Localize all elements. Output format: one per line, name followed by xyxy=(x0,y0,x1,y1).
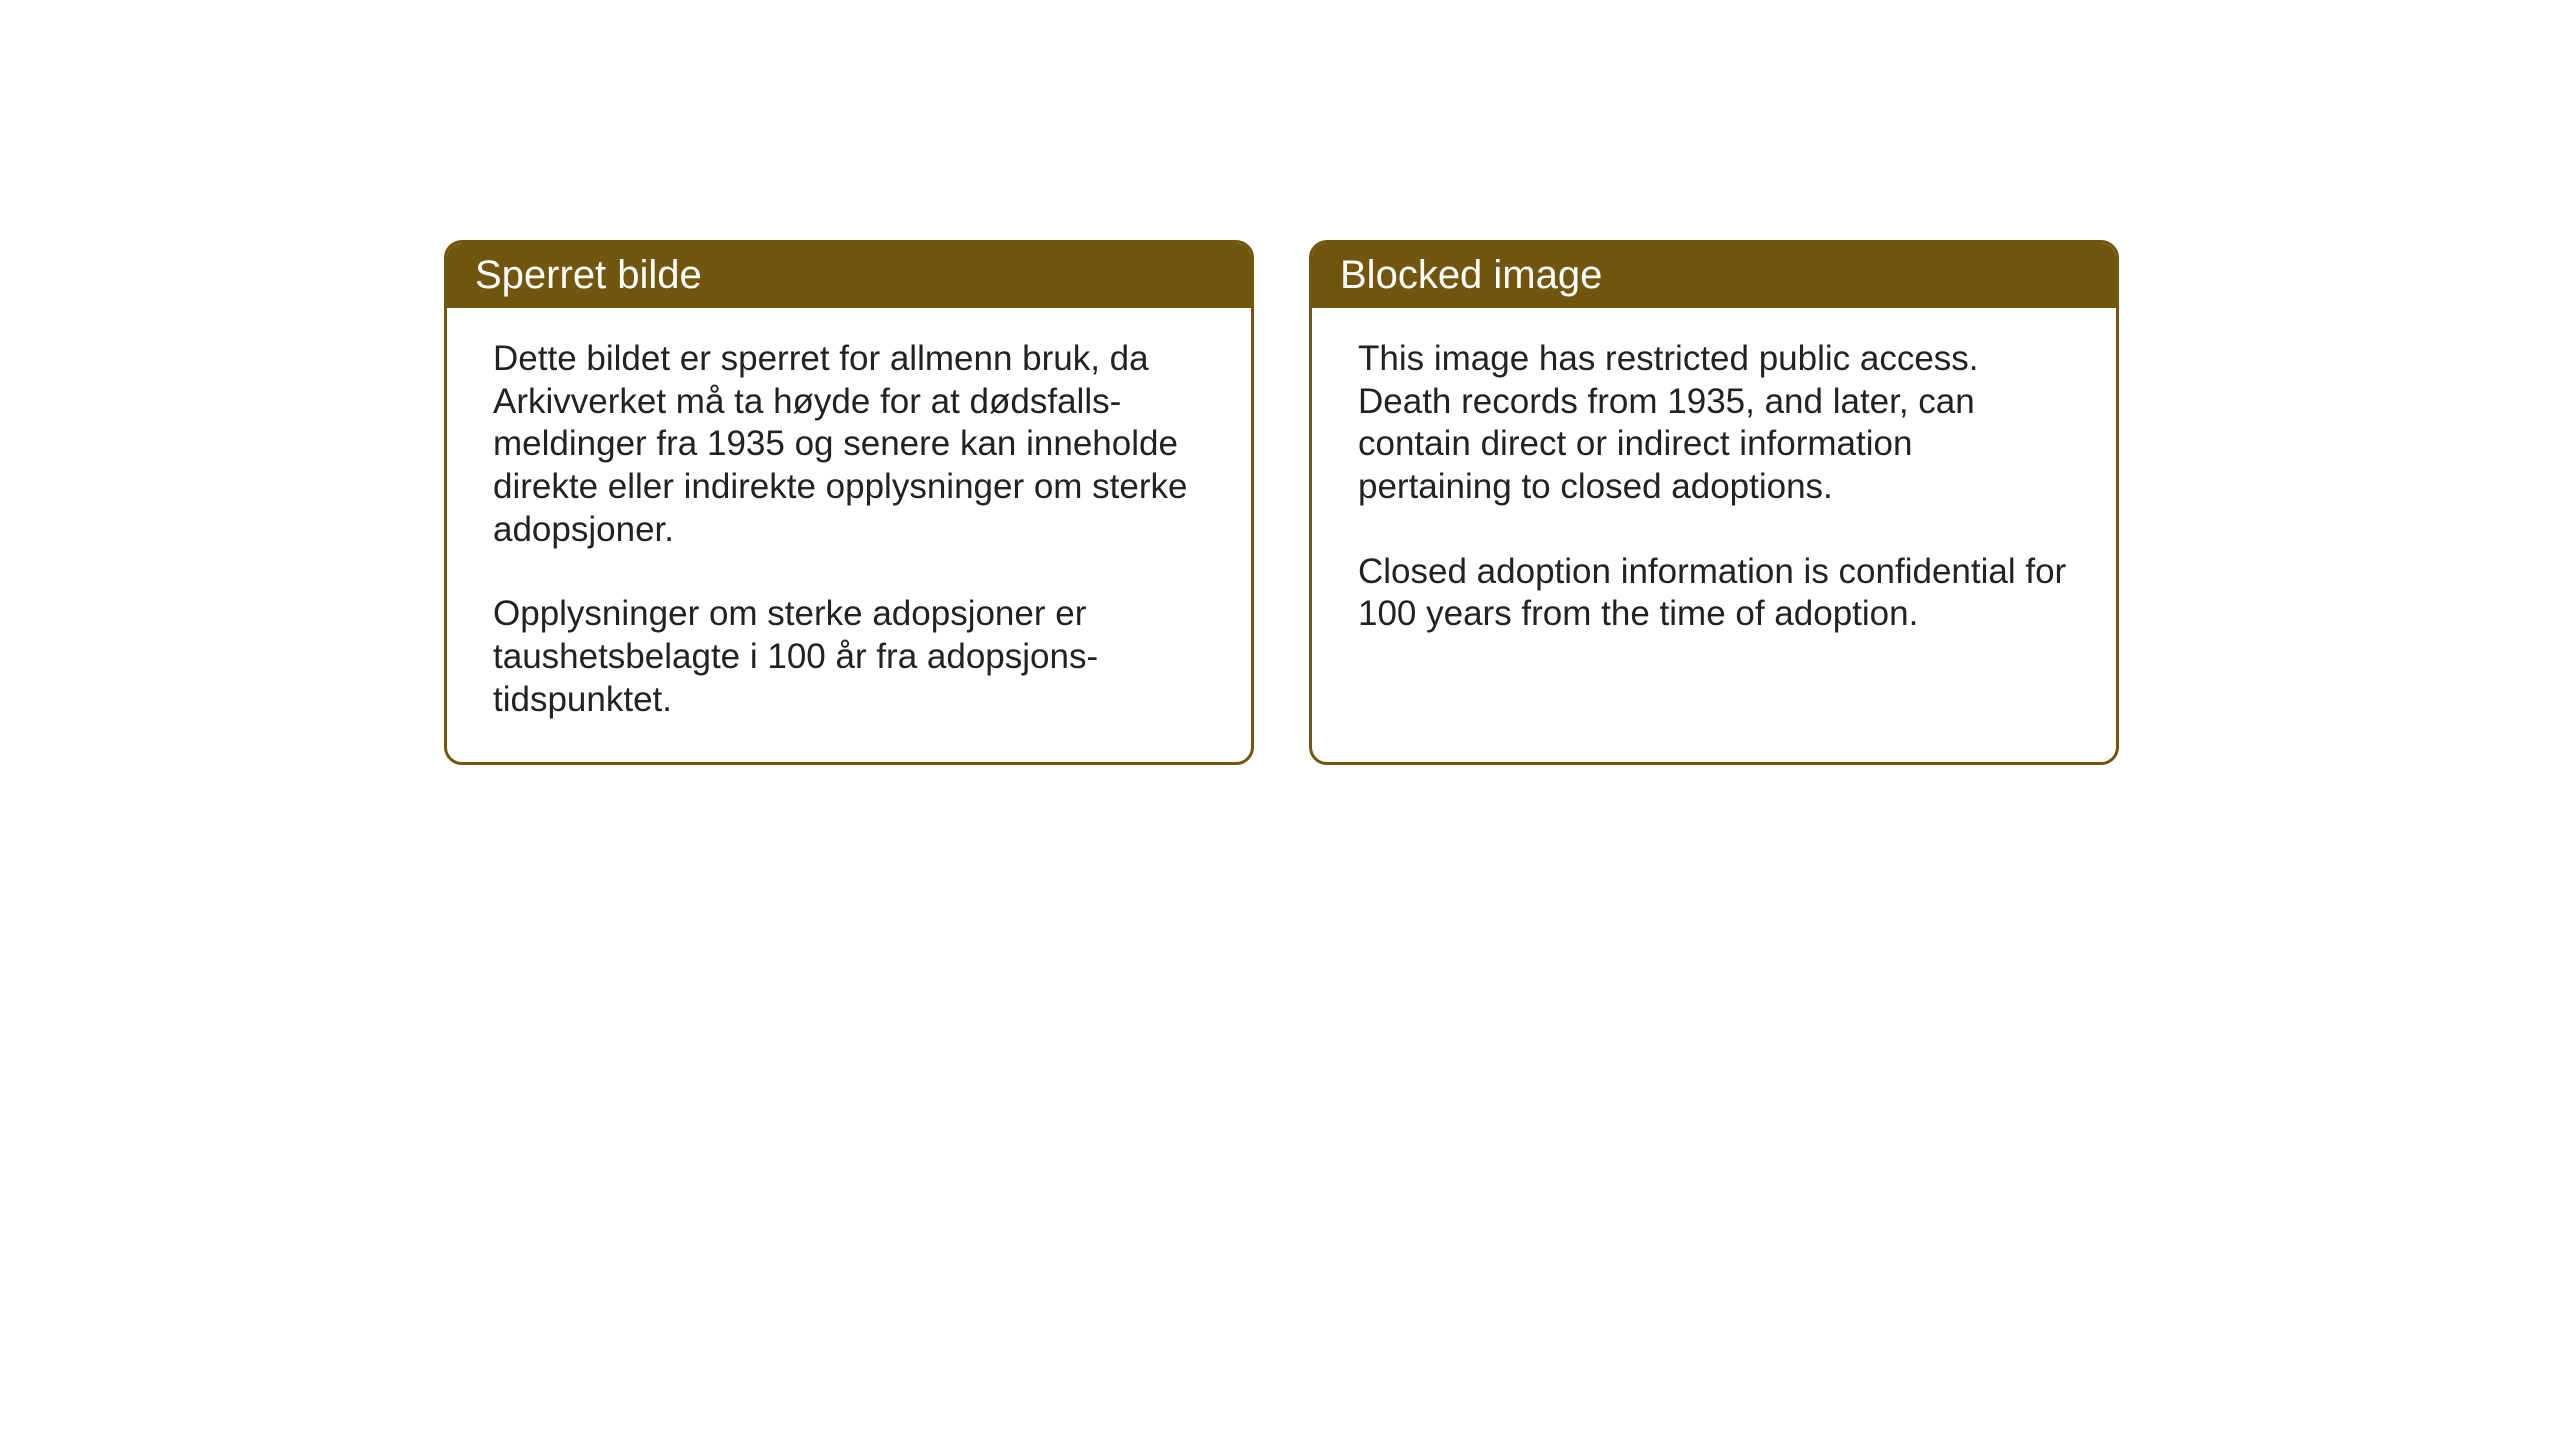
notice-container: Sperret bilde Dette bildet er sperret fo… xyxy=(444,240,2119,765)
card-paragraph: Closed adoption information is confident… xyxy=(1358,551,2070,636)
card-title-english: Blocked image xyxy=(1312,243,2116,308)
card-paragraph: Opplysninger om sterke adopsjoner er tau… xyxy=(493,593,1205,721)
card-title-norwegian: Sperret bilde xyxy=(447,243,1251,308)
card-body-norwegian: Dette bildet er sperret for allmenn bruk… xyxy=(447,308,1251,762)
card-body-english: This image has restricted public access.… xyxy=(1312,308,2116,676)
notice-card-norwegian: Sperret bilde Dette bildet er sperret fo… xyxy=(444,240,1254,765)
notice-card-english: Blocked image This image has restricted … xyxy=(1309,240,2119,765)
card-paragraph: This image has restricted public access.… xyxy=(1358,338,2070,509)
card-paragraph: Dette bildet er sperret for allmenn bruk… xyxy=(493,338,1205,551)
